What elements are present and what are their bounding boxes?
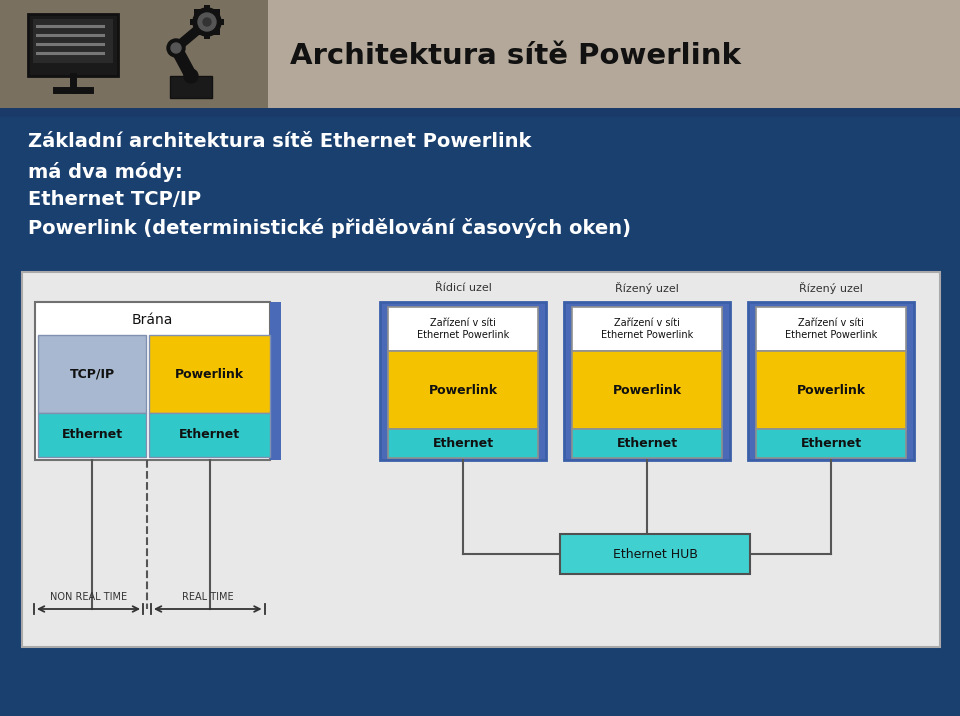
Bar — [748, 302, 914, 460]
Text: Powerlink: Powerlink — [428, 384, 497, 397]
Text: Ethernet TCP/IP: Ethernet TCP/IP — [28, 190, 202, 209]
Text: Powerlink (deterministické přidělování časových oken): Powerlink (deterministické přidělování č… — [28, 218, 631, 238]
Text: Architektura sítě Powerlink: Architektura sítě Powerlink — [290, 42, 741, 70]
Text: Powerlink: Powerlink — [612, 384, 682, 397]
Text: Ethernet: Ethernet — [432, 437, 493, 450]
Bar — [388, 351, 538, 429]
Bar — [564, 302, 730, 460]
Bar — [756, 429, 906, 458]
Bar — [149, 413, 270, 457]
Bar — [35, 302, 270, 460]
Circle shape — [184, 69, 198, 83]
Bar — [0, 108, 960, 117]
Bar — [194, 29, 200, 35]
Bar — [0, 0, 960, 108]
Bar — [38, 335, 146, 413]
Text: Powerlink: Powerlink — [175, 367, 244, 380]
Bar — [38, 413, 146, 457]
Text: má dva módy:: má dva módy: — [28, 162, 182, 182]
Text: NON REAL TIME: NON REAL TIME — [50, 592, 127, 602]
Circle shape — [198, 13, 216, 31]
Text: Ethernet: Ethernet — [61, 428, 123, 442]
Text: Ethernet: Ethernet — [801, 437, 861, 450]
Bar — [218, 19, 224, 25]
Text: TCP/IP: TCP/IP — [69, 367, 114, 380]
Text: Zařízení v síti
Ethernet Powerlink: Zařízení v síti Ethernet Powerlink — [417, 318, 509, 340]
Text: REAL TIME: REAL TIME — [182, 592, 233, 602]
Bar — [380, 302, 546, 460]
Bar — [190, 19, 196, 25]
Bar — [214, 29, 220, 35]
Bar — [388, 429, 538, 458]
Circle shape — [203, 18, 211, 26]
Bar — [0, 0, 268, 108]
Text: Řízený uzel: Řízený uzel — [615, 282, 679, 294]
Text: Řízený uzel: Řízený uzel — [799, 282, 863, 294]
Bar — [756, 307, 906, 351]
Text: Řídicí uzel: Řídicí uzel — [435, 283, 492, 293]
Bar — [214, 9, 220, 15]
Bar — [170, 76, 212, 98]
Text: Zařízení v síti
Ethernet Powerlink: Zařízení v síti Ethernet Powerlink — [785, 318, 877, 340]
Text: Ethernet HUB: Ethernet HUB — [612, 548, 697, 561]
Bar — [756, 351, 906, 429]
Text: Brána: Brána — [132, 313, 173, 327]
Circle shape — [167, 39, 185, 57]
Bar — [388, 307, 538, 351]
Bar — [33, 19, 113, 63]
Text: Powerlink: Powerlink — [797, 384, 866, 397]
Bar — [572, 429, 722, 458]
Circle shape — [171, 43, 181, 53]
Bar — [572, 307, 722, 351]
Bar — [149, 335, 270, 413]
Text: Základní architektura sítě Ethernet Powerlink: Základní architektura sítě Ethernet Powe… — [28, 132, 532, 151]
Text: Ethernet: Ethernet — [616, 437, 678, 450]
Text: Zařízení v síti
Ethernet Powerlink: Zařízení v síti Ethernet Powerlink — [601, 318, 693, 340]
Bar — [560, 534, 750, 574]
Bar — [572, 351, 722, 429]
Text: Ethernet: Ethernet — [179, 428, 240, 442]
FancyBboxPatch shape — [28, 14, 118, 76]
Bar — [194, 9, 200, 15]
Bar — [270, 302, 281, 460]
Bar — [204, 5, 210, 11]
Circle shape — [193, 8, 221, 36]
Bar — [22, 272, 940, 647]
Bar — [204, 33, 210, 39]
